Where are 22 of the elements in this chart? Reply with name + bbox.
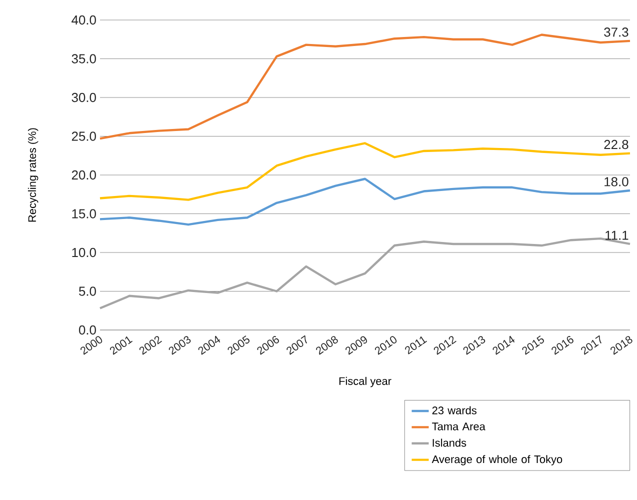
- data-label: 11.1: [606, 230, 628, 240]
- x-tick-label: 2001: [110, 336, 133, 355]
- y-tick-label: 0.0: [78, 325, 96, 335]
- data-label: 22.8: [604, 140, 628, 150]
- legend-label: Average of whole of Tokyo: [432, 455, 562, 466]
- y-axis-title: Recycling rates (%): [28, 128, 38, 222]
- legend-label: 23 wards: [432, 406, 476, 414]
- y-tick-label: 5.0: [78, 286, 96, 296]
- legend-label: Tama Area: [432, 422, 486, 430]
- legend-label: Islands: [432, 438, 466, 447]
- y-tick-label: 15.0: [72, 209, 96, 218]
- data-label: 18.0: [604, 177, 628, 186]
- x-axis-title: Fiscal year: [339, 376, 392, 388]
- y-tick-label: 30.0: [72, 92, 96, 102]
- data-label: 37.3: [604, 28, 628, 37]
- y-tick-label: 20.0: [72, 170, 96, 180]
- line-series: [98, 178, 632, 226]
- y-tick-label: 10.0: [72, 248, 96, 258]
- x-tick-label: 2011: [405, 336, 427, 354]
- y-tick-label: 40.0: [72, 15, 96, 25]
- y-tick-label: 25.0: [72, 132, 96, 141]
- y-tick-label: 35.0: [72, 54, 96, 64]
